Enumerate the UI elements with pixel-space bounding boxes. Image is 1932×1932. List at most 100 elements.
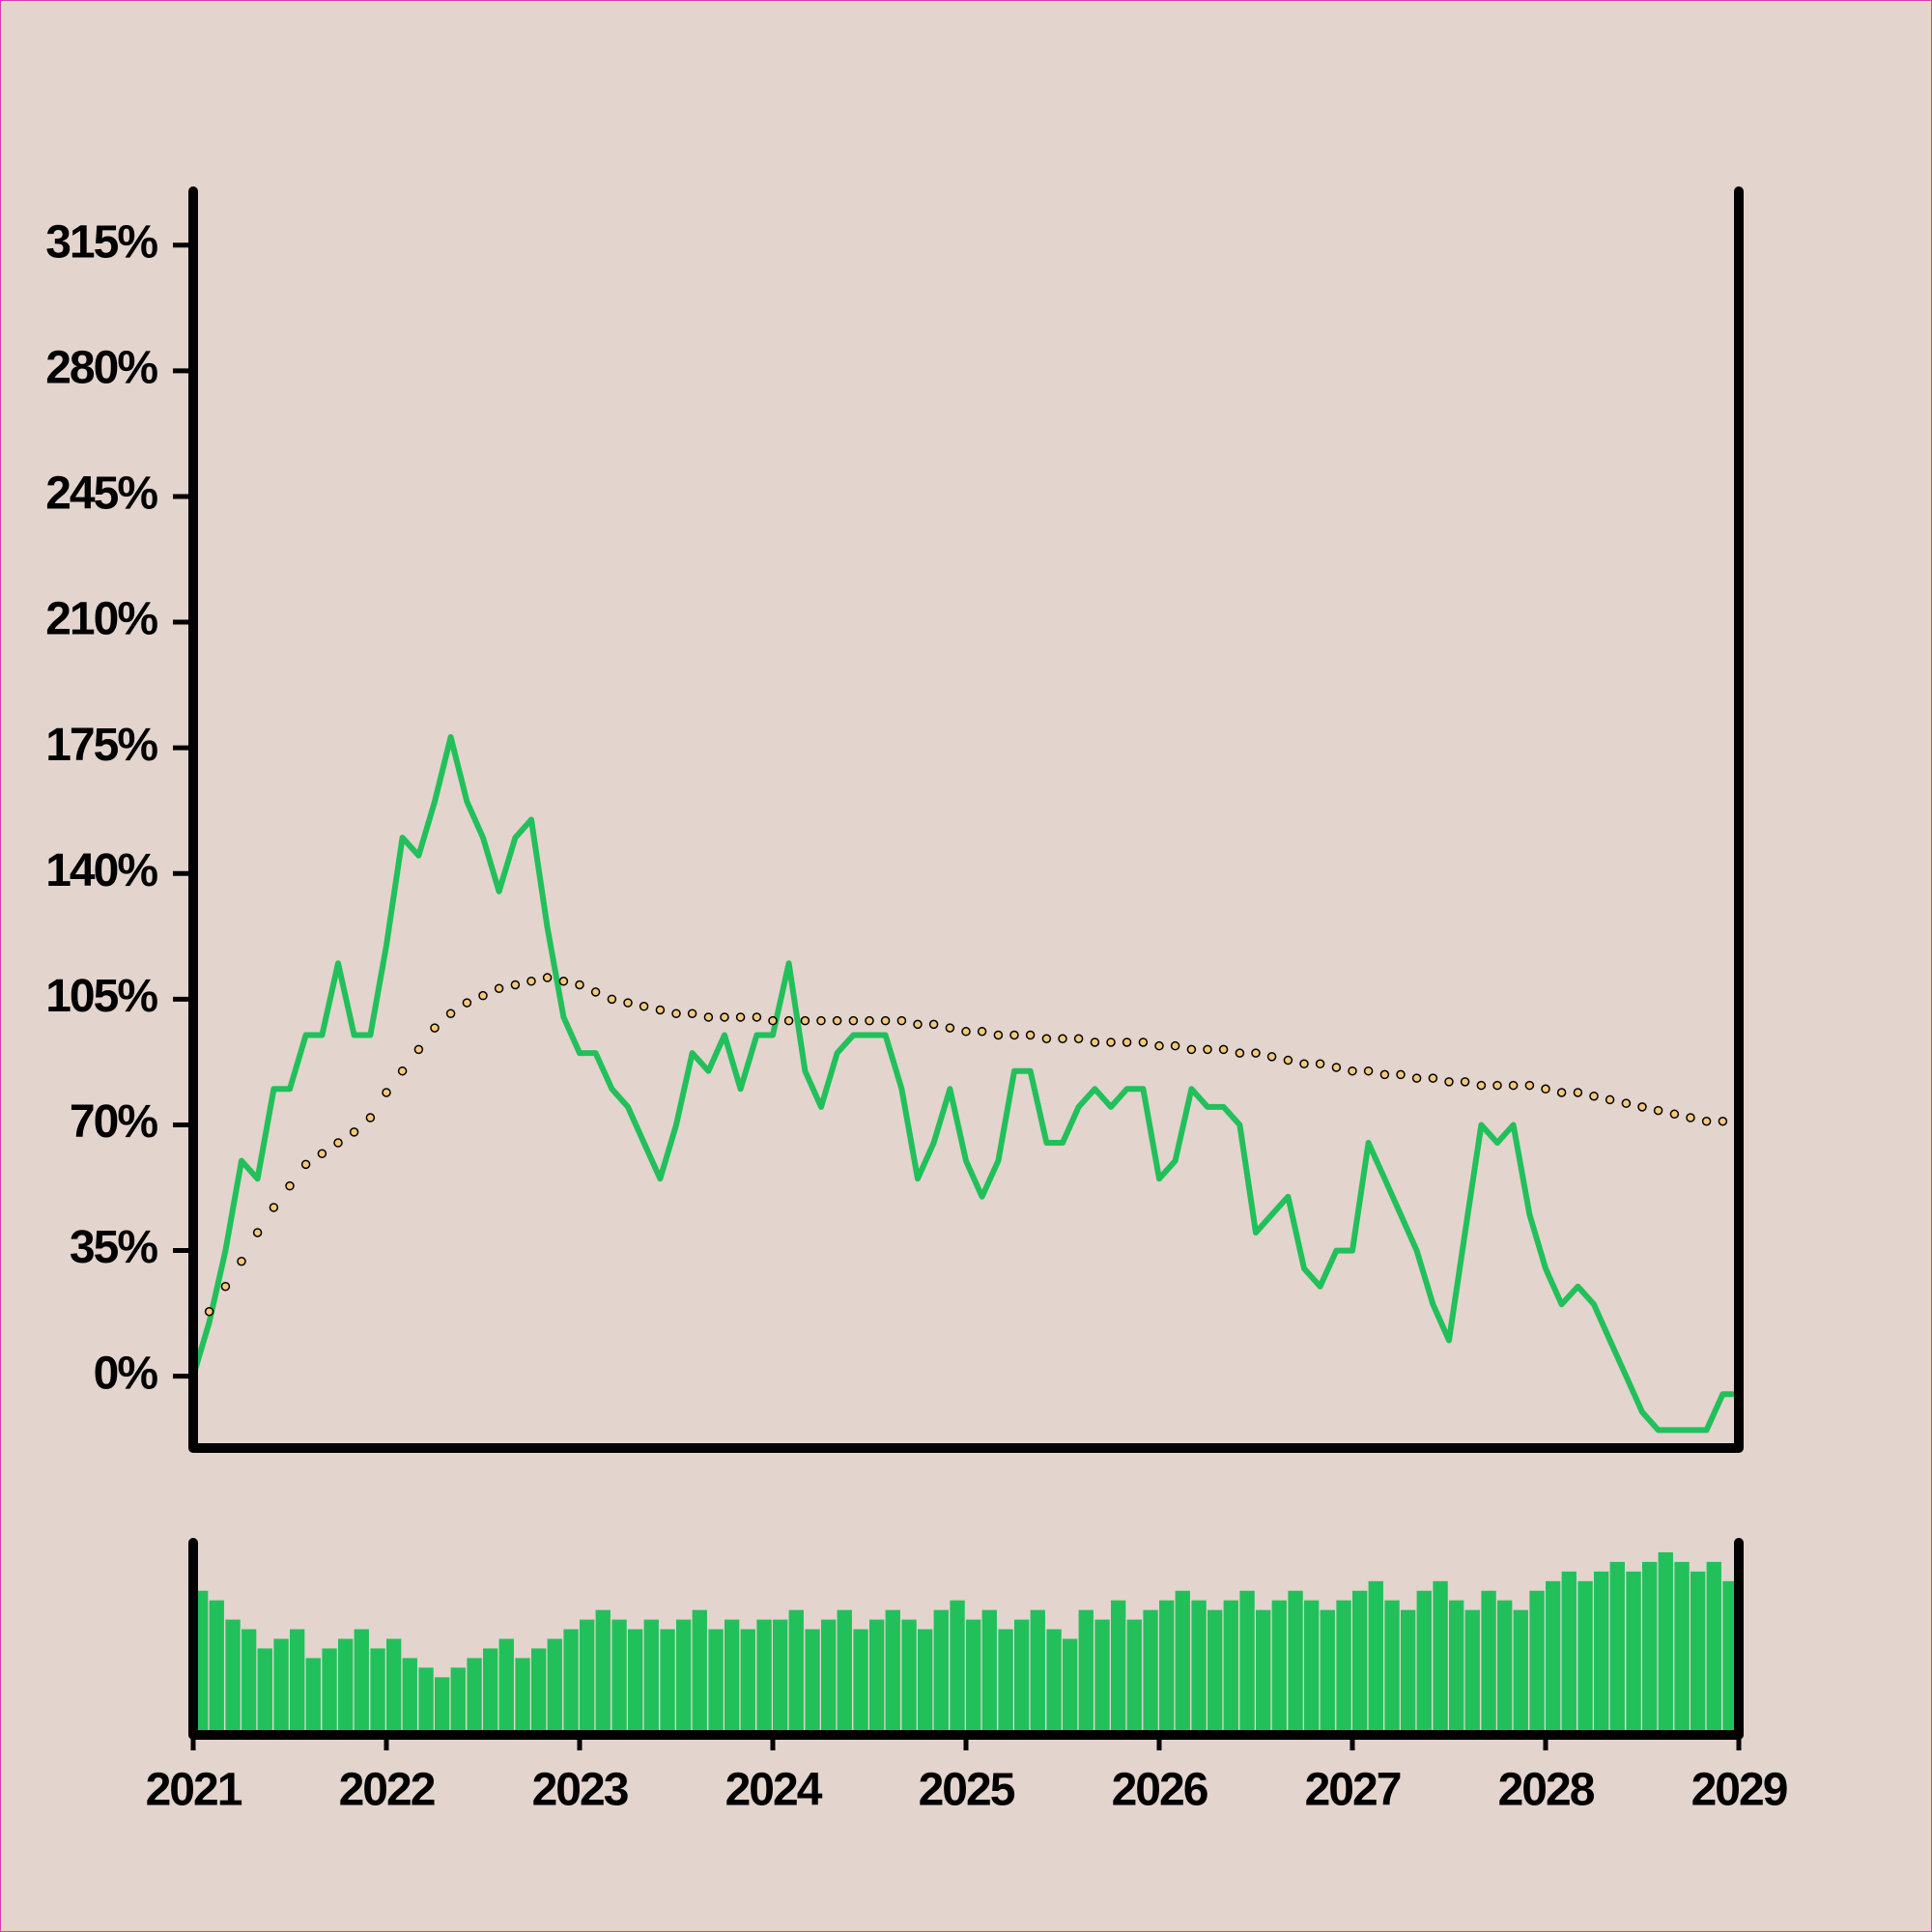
average-dot <box>1218 1044 1229 1055</box>
average-dot <box>1492 1080 1502 1091</box>
volume-bar <box>756 1619 772 1735</box>
volume-bar <box>998 1629 1013 1735</box>
volume-bar <box>1384 1600 1400 1735</box>
average-dot <box>542 973 553 982</box>
volume-bar <box>885 1609 900 1735</box>
volume-bar <box>1143 1609 1158 1735</box>
average-dot <box>1524 1080 1535 1091</box>
y-tick-label: 210% <box>45 594 157 645</box>
average-dot <box>768 1015 778 1026</box>
average-dot <box>1379 1069 1390 1080</box>
average-dot <box>1637 1102 1647 1112</box>
volume-bar <box>1626 1571 1641 1735</box>
average-dot <box>494 983 504 993</box>
average-dot <box>1315 1059 1325 1069</box>
average-dot <box>848 1015 859 1026</box>
volume-bar <box>708 1629 724 1735</box>
average-dot <box>1541 1084 1550 1094</box>
average-dot <box>865 1015 874 1026</box>
volume-bar <box>837 1609 852 1735</box>
volume-bar <box>1642 1561 1658 1735</box>
volume-bar <box>1256 1609 1271 1735</box>
x-tick-label: 2027 <box>1305 1765 1401 1816</box>
volume-bar <box>450 1667 466 1735</box>
volume-bar <box>257 1648 272 1735</box>
average-dot <box>1009 1030 1019 1040</box>
volume-bar <box>1014 1619 1030 1735</box>
volume-bar <box>322 1648 337 1735</box>
average-dot <box>1138 1037 1149 1047</box>
y-tick-label: 35% <box>70 1222 157 1273</box>
volume-bar <box>611 1619 627 1735</box>
average-dot <box>1283 1055 1293 1065</box>
y-tick-label: 280% <box>45 343 157 394</box>
average-dot <box>269 1203 279 1212</box>
volume-bar <box>1658 1551 1673 1735</box>
average-dot <box>623 998 633 1008</box>
volume-bar <box>1674 1561 1690 1735</box>
average-dot <box>800 1015 810 1026</box>
price-plot <box>193 734 1739 1434</box>
average-dot <box>382 1088 391 1097</box>
x-tick-label: 2028 <box>1498 1765 1595 1816</box>
y-tick-label: 70% <box>70 1096 157 1148</box>
volume-bar <box>1722 1580 1738 1735</box>
average-dot <box>1348 1065 1357 1076</box>
volume-bar <box>595 1609 611 1735</box>
y-tick-label: 245% <box>45 469 157 520</box>
average-dot <box>1718 1116 1728 1126</box>
y-tick-label: 0% <box>94 1348 158 1399</box>
volume-bar <box>498 1638 514 1735</box>
average-dot <box>1701 1116 1712 1126</box>
average-dot <box>237 1256 246 1266</box>
volume-bar <box>1577 1580 1593 1735</box>
average-dot <box>896 1015 907 1026</box>
volume-bar <box>467 1658 482 1735</box>
volume-bar <box>531 1648 547 1735</box>
average-dot <box>1235 1048 1245 1058</box>
average-dot <box>1058 1034 1067 1043</box>
volume-bar <box>1561 1571 1577 1735</box>
volume-bar <box>1497 1600 1513 1735</box>
average-dot <box>1428 1073 1438 1083</box>
average-dot <box>639 1002 649 1011</box>
volume-bar <box>273 1638 289 1735</box>
volume-bar <box>1352 1590 1368 1735</box>
average-dot <box>1073 1034 1084 1043</box>
volume-bar <box>1609 1561 1625 1735</box>
volume-bar <box>918 1629 933 1735</box>
volume-bar <box>354 1629 369 1735</box>
average-dot <box>1122 1037 1132 1047</box>
average-dot <box>285 1180 295 1191</box>
average-dot <box>478 990 488 1001</box>
volume-bar <box>1111 1600 1126 1735</box>
volume-bar <box>1368 1580 1383 1735</box>
average-dot <box>413 1044 424 1055</box>
volume-bar <box>580 1619 595 1735</box>
volume-bar <box>1594 1571 1609 1735</box>
volume-bar <box>981 1609 997 1735</box>
volume-bar <box>1464 1609 1480 1735</box>
average-dot <box>1589 1091 1599 1101</box>
average-dot <box>720 1012 729 1022</box>
volume-bar <box>435 1677 450 1735</box>
volume-bar <box>1078 1609 1094 1735</box>
axis-frame <box>188 186 1744 1453</box>
average-dot <box>558 977 569 986</box>
volume-bar <box>643 1619 659 1735</box>
x-tick-label: 2022 <box>339 1765 435 1816</box>
average-dot <box>832 1015 842 1026</box>
x-tick-label: 2021 <box>146 1765 242 1816</box>
volume-bar <box>1126 1619 1142 1735</box>
average-dot <box>783 1015 794 1026</box>
average-dot <box>333 1138 343 1148</box>
average-dot <box>365 1113 376 1122</box>
volume-bar <box>225 1619 241 1735</box>
average-dot <box>575 980 584 990</box>
volume-bar <box>563 1629 579 1735</box>
average-dot <box>430 1023 440 1033</box>
volume-bar <box>805 1629 820 1735</box>
average-dot <box>1444 1077 1454 1087</box>
